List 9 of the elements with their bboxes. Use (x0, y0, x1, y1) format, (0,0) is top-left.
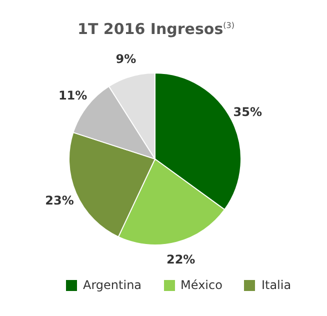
chart-title: 1T 2016 Ingresos$^{(3)}$ (76, 20, 236, 38)
data-label: 35% (233, 104, 262, 119)
legend-label: México (180, 278, 222, 292)
data-label: 9% (116, 52, 136, 66)
legend-label: Italia (261, 278, 292, 292)
legend-label: Argentina (83, 278, 142, 292)
data-label: 23% (45, 193, 74, 208)
data-label: 11% (58, 88, 88, 102)
data-label: 22% (166, 252, 196, 267)
